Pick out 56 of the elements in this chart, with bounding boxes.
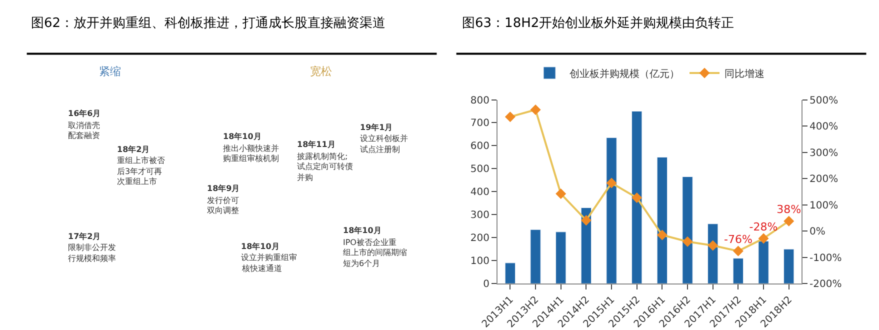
y2-tick-label: 500% bbox=[810, 95, 838, 106]
text: 16年6月 bbox=[68, 109, 101, 118]
text: 取消借壳配套融资 bbox=[68, 121, 100, 140]
bar bbox=[632, 111, 642, 284]
text: 18年2月 bbox=[117, 145, 150, 154]
text: 发行价可双向调整 bbox=[207, 196, 239, 215]
y2-tick-label: -100% bbox=[810, 252, 842, 264]
text: 设立科创板并试点注册制 bbox=[360, 134, 408, 154]
bar bbox=[708, 224, 718, 284]
legend-label: 同比增速 bbox=[724, 68, 765, 80]
text: 披露机制简化;试点定向可转债并购 bbox=[297, 152, 353, 182]
y-tick-label: 500 bbox=[470, 164, 490, 176]
text: 设立并购重组审核快速通道 bbox=[241, 253, 297, 273]
y2-tick-label: 400% bbox=[810, 122, 838, 133]
data-label: -76% bbox=[724, 232, 752, 246]
bar bbox=[556, 232, 566, 284]
y-tick-label: 300 bbox=[470, 210, 490, 222]
y2-tick-label: 100% bbox=[810, 200, 838, 212]
bar bbox=[530, 229, 541, 284]
y-tick-label: 800 bbox=[470, 95, 490, 106]
y-tick-label: 0 bbox=[483, 279, 490, 290]
bar bbox=[504, 262, 516, 284]
text: 图62：放开并购重组、科创板推进，打通成长股直接融资渠道 bbox=[31, 16, 386, 31]
bar bbox=[682, 176, 693, 284]
bar bbox=[606, 137, 617, 284]
legend-label: 创业板并购规模（亿元） bbox=[570, 68, 680, 80]
bar bbox=[758, 240, 769, 284]
text: 17年2月 bbox=[68, 232, 101, 241]
bar bbox=[580, 208, 592, 284]
y2-tick-label: -200% bbox=[810, 279, 842, 290]
text: IPO被否企业重组上市的间隔期缩短为6个月 bbox=[343, 238, 407, 268]
y2-tick-label: 300% bbox=[810, 148, 838, 159]
chart-title: 图63：18H2开始创业板外延并购规模由负转正 bbox=[462, 16, 734, 31]
text: 重组上市被否后3年才可再次重组上市 bbox=[117, 156, 165, 186]
text: 18年10月 bbox=[223, 132, 262, 141]
text: 限制非公开发行规模和频率 bbox=[68, 243, 116, 263]
text: 推出小额快速并购重组审核机制 bbox=[223, 144, 279, 163]
text: 18年10月 bbox=[343, 226, 382, 235]
y2-tick-label: 200% bbox=[810, 174, 838, 186]
y-tick-label: 100 bbox=[470, 256, 490, 268]
bar bbox=[732, 258, 744, 284]
text: 18年10月 bbox=[241, 242, 280, 251]
data-label: 38% bbox=[776, 202, 802, 216]
y-tick-label: 400 bbox=[470, 187, 490, 198]
y-tick-label: 700 bbox=[470, 118, 490, 130]
y-tick-label: 200 bbox=[470, 233, 490, 244]
text: 18年9月 bbox=[207, 184, 240, 193]
y-tick-label: 600 bbox=[470, 141, 490, 152]
y2-tick-label: 0% bbox=[810, 226, 826, 238]
text: 18年11月 bbox=[297, 140, 336, 149]
bar bbox=[784, 248, 794, 284]
text: 宽松 bbox=[310, 65, 332, 78]
data-label: -28% bbox=[749, 220, 778, 234]
text: 紧缩 bbox=[99, 65, 121, 78]
text: 19年1月 bbox=[360, 123, 393, 132]
bar bbox=[656, 156, 668, 284]
